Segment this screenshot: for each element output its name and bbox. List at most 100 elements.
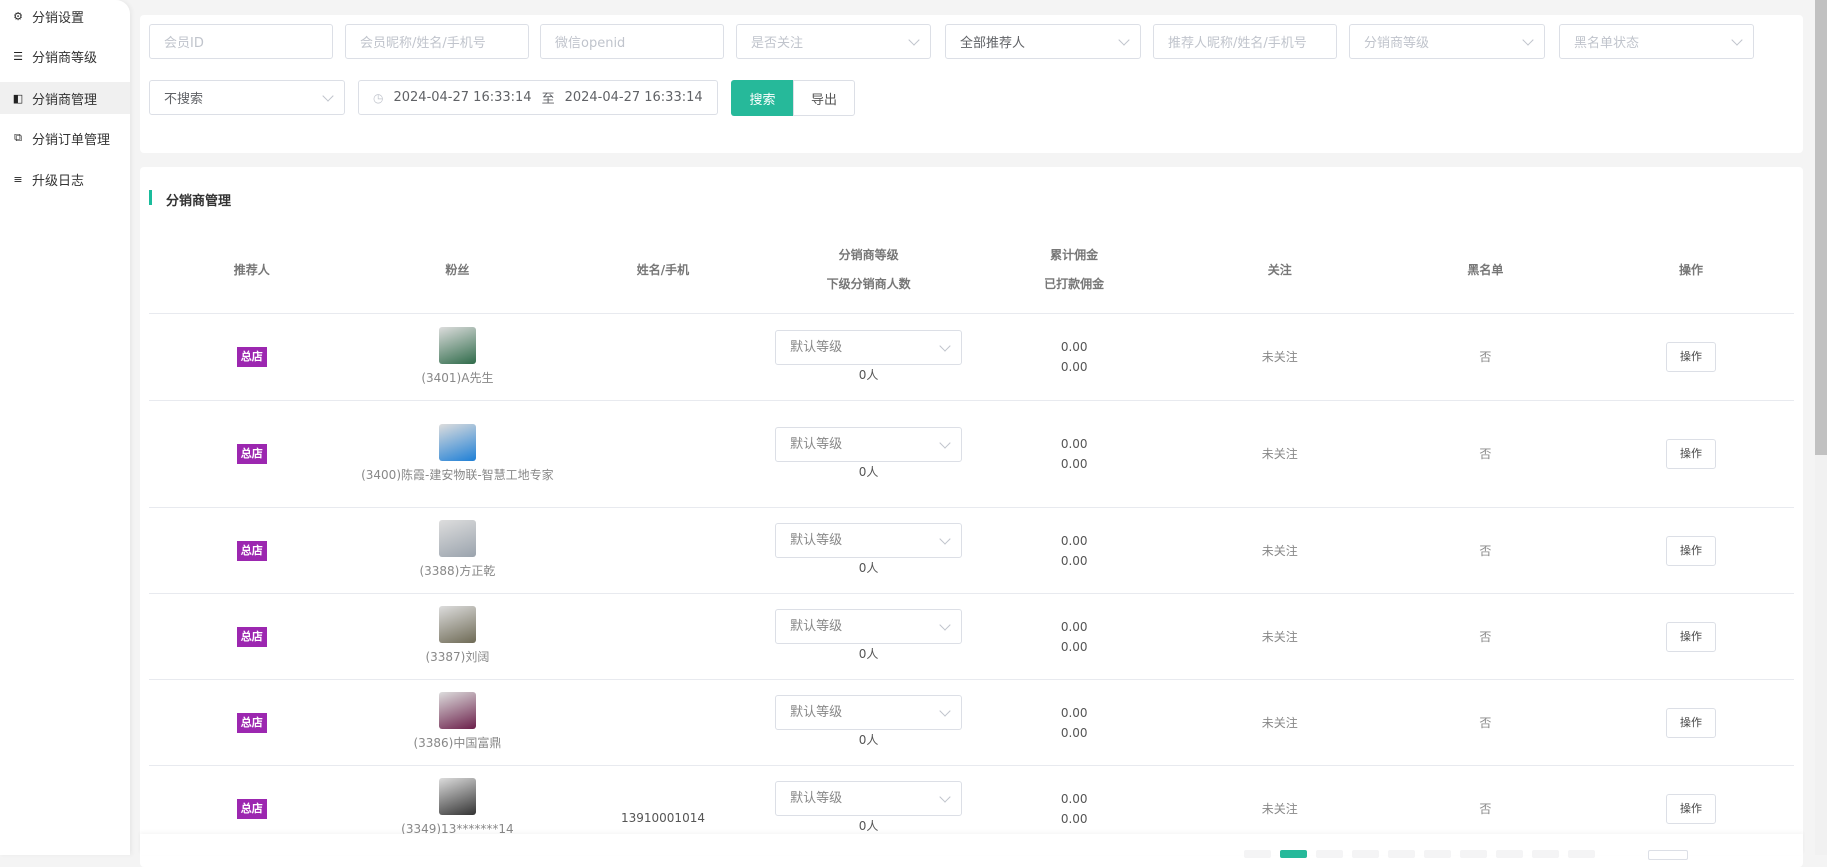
date-separator: 至 <box>541 92 555 107</box>
header-label: 黑名单 <box>1467 262 1504 277</box>
action-button[interactable]: 操作 <box>1665 793 1716 824</box>
page-button[interactable] <box>1244 850 1271 858</box>
level-select[interactable]: 默认等级 <box>775 426 963 462</box>
action-button[interactable]: 操作 <box>1665 707 1716 738</box>
openid-input[interactable]: 微信openid <box>540 24 724 59</box>
blacklist-cell: 否 <box>1383 594 1589 679</box>
follow-select-placeholder: 是否关注 <box>751 36 804 51</box>
referrer-badge: 总店 <box>236 444 267 464</box>
referrer-select-value: 全部推荐人 <box>960 36 1026 51</box>
page-button[interactable] <box>1316 850 1343 858</box>
search-button[interactable]: 搜索 <box>731 80 794 116</box>
follow-cell: 未关注 <box>1177 766 1383 851</box>
page-button[interactable] <box>1532 850 1559 858</box>
total-commission: 0.00 <box>1060 533 1088 548</box>
header-label: 关注 <box>1267 262 1292 277</box>
sub-count: 0人 <box>858 819 879 833</box>
page-jump-input[interactable] <box>1648 850 1688 860</box>
date-range-picker[interactable]: ◷ 2024-04-27 16:33:14 至 2024-04-27 16:33… <box>358 80 718 115</box>
sub-count: 0人 <box>858 561 879 575</box>
time-mode-value: 不搜索 <box>164 92 204 107</box>
referrer-cell: 总店 <box>149 401 355 507</box>
sub-count: 0人 <box>858 647 879 661</box>
chevron-down-icon <box>322 90 334 102</box>
sub-count: 0人 <box>858 367 879 382</box>
scrollbar-thumb[interactable] <box>1815 0 1827 455</box>
sidebar-item-1[interactable]: ☰ 分销商等级 <box>0 40 130 72</box>
page-button[interactable] <box>1460 850 1487 858</box>
sidebar-item-4[interactable]: ≡ 升级日志 <box>0 163 130 195</box>
member-name-input[interactable]: 会员昵称/姓名/手机号 <box>345 24 529 59</box>
sliders-icon: ☰ <box>13 49 23 63</box>
level-select[interactable]: 默认等级 <box>775 695 963 730</box>
referrer-cell: 总店 <box>149 594 355 679</box>
name-phone-cell <box>560 594 766 679</box>
avatar <box>438 692 476 729</box>
header-label: 粉丝 <box>445 262 470 277</box>
commission-cell: 0.00 0.00 <box>971 401 1177 507</box>
level-select[interactable]: 默认等级 <box>775 609 963 644</box>
chevron-down-icon <box>1118 34 1130 46</box>
date-start: 2024-04-27 16:33:14 <box>393 90 532 105</box>
page-button[interactable] <box>1352 850 1379 858</box>
name-phone-cell: 13910001014 <box>560 766 766 851</box>
chevron-down-icon <box>939 619 951 631</box>
action-button[interactable]: 操作 <box>1665 535 1716 566</box>
page-button[interactable] <box>1424 850 1451 858</box>
time-mode-select[interactable]: 不搜索 <box>149 80 345 115</box>
page-button[interactable] <box>1496 850 1523 858</box>
blacklist-status: 否 <box>1479 629 1492 644</box>
fan-cell: (3401)A先生 <box>355 314 561 400</box>
referrer-name-input[interactable]: 推荐人昵称/姓名/手机号 <box>1153 24 1337 59</box>
header-label: 操作 <box>1678 262 1703 277</box>
level-select-value: 默认等级 <box>790 533 843 548</box>
level-cell: 默认等级 0人 <box>766 766 972 851</box>
fan-name: (3349)13*******14 <box>401 822 514 836</box>
avatar <box>438 778 476 815</box>
export-button[interactable]: 导出 <box>793 80 855 116</box>
level-cell: 默认等级 0人 <box>766 594 972 679</box>
sidebar-item-label: 分销订单管理 <box>32 132 111 148</box>
page-button[interactable] <box>1568 850 1595 858</box>
level-select[interactable]: 默认等级 <box>775 781 963 816</box>
follow-status: 未关注 <box>1261 543 1298 558</box>
sidebar-item-2[interactable]: ◧ 分销商管理 <box>0 82 130 114</box>
blacklist-select[interactable]: 黑名单状态 <box>1559 24 1754 59</box>
share-icon: ◧ <box>12 91 24 105</box>
date-end: 2024-04-27 16:33:14 <box>564 90 703 105</box>
chevron-down-icon <box>908 34 920 46</box>
sidebar-item-3[interactable]: ⧉ 分销订单管理 <box>0 122 130 154</box>
blacklist-cell: 否 <box>1383 508 1589 593</box>
action-button[interactable]: 操作 <box>1665 342 1716 372</box>
column-header: 累计佣金 已打款佣金 <box>971 227 1177 313</box>
referrer-badge: 总店 <box>236 626 267 647</box>
follow-select[interactable]: 是否关注 <box>736 24 931 59</box>
sidebar-item-0[interactable]: ⚙ 分销设置 <box>0 0 130 32</box>
referrer-cell: 总店 <box>149 766 355 851</box>
distributor-table: 推荐人 粉丝 姓名/手机 分销商等级 下级分销商人数 累计佣金 已打款佣金 关注 黑名单 操作 总… <box>149 227 1794 852</box>
fan-name: (3388)方正乾 <box>419 564 496 578</box>
sidebar-item-label: 升级日志 <box>32 173 85 189</box>
section-title: 分销商管理 <box>166 194 232 209</box>
page-button[interactable] <box>1388 850 1415 858</box>
action-button[interactable]: 操作 <box>1665 621 1716 652</box>
table-row: 总店 (3400)陈霞-建安物联-智慧工地专家 默认等级 0人 0.00 0.00 … <box>149 401 1794 508</box>
gear-icon: ⚙ <box>13 9 23 23</box>
table-row: 总店 (3401)A先生 默认等级 0人 0.00 0.00 未关注 否 操作 <box>149 314 1794 401</box>
referrer-select[interactable]: 全部推荐人 <box>945 24 1141 59</box>
level-select[interactable]: 分销商等级 <box>1349 24 1545 59</box>
level-select[interactable]: 默认等级 <box>775 329 963 365</box>
scrollbar[interactable] <box>1815 0 1827 855</box>
column-header: 操作 <box>1588 227 1794 313</box>
paid-commission: 0.00 <box>1060 811 1088 826</box>
member-id-input[interactable]: 会员ID <box>149 24 333 59</box>
action-button[interactable]: 操作 <box>1665 439 1716 469</box>
level-select[interactable]: 默认等级 <box>775 523 963 558</box>
blacklist-status: 否 <box>1479 447 1492 461</box>
sidebar-item-label: 分销商管理 <box>32 92 98 108</box>
commission-cell: 0.00 0.00 <box>971 594 1177 679</box>
level-select-value: 默认等级 <box>790 339 843 355</box>
page-button[interactable] <box>1280 850 1307 858</box>
referrer-badge: 总店 <box>236 540 267 561</box>
openid-placeholder: 微信openid <box>555 36 626 51</box>
